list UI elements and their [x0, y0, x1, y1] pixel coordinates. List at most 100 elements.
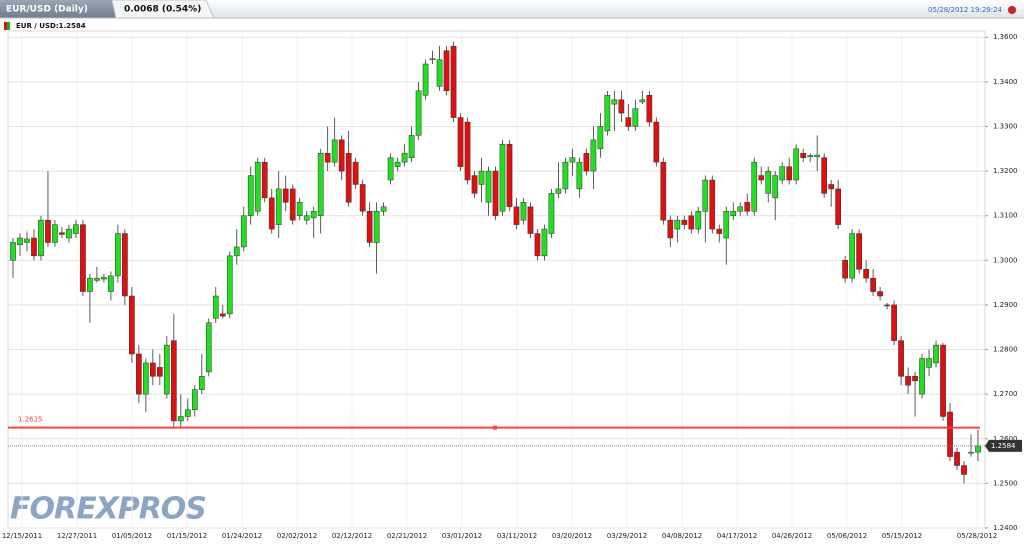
x-tick-label: 03/11/2012 [497, 532, 537, 540]
candle-body [177, 416, 184, 422]
x-tick-label: 02/02/2012 [277, 532, 317, 540]
candle-body [387, 157, 394, 181]
candle-body [436, 59, 443, 87]
candle-body [674, 219, 681, 230]
candle-body [751, 161, 758, 212]
candle-body [394, 161, 401, 167]
x-tick-label: 03/01/2012 [442, 532, 482, 540]
candle-body [513, 206, 520, 225]
candle-body [926, 358, 932, 368]
y-tick-label: 1.2700 [993, 390, 1018, 398]
candle-body [639, 99, 646, 103]
candle-body [499, 144, 506, 212]
y-tick-label: 1.2900 [993, 301, 1018, 309]
y-tick-label: 1.2500 [993, 479, 1018, 487]
candle-body [443, 50, 450, 92]
y-tick-label: 1.2600 [993, 435, 1018, 443]
candle-body [765, 170, 772, 194]
y-tick-label: 1.2400 [993, 524, 1018, 532]
header-bar [0, 0, 1024, 18]
candle-body [457, 117, 464, 167]
y-tick-label: 1.3400 [993, 78, 1018, 86]
candle-body [212, 295, 219, 319]
candle-body [653, 121, 660, 163]
candle-body [191, 389, 198, 411]
candle-body [688, 215, 695, 230]
candle-body [10, 242, 16, 261]
x-tick-label: 03/29/2012 [607, 532, 647, 540]
candle-body [723, 210, 730, 239]
candle-body [863, 268, 869, 279]
x-tick-label: 03/20/2012 [552, 532, 592, 540]
candle-body [87, 277, 93, 292]
title-tab [0, 0, 116, 18]
candle-body [555, 188, 562, 194]
candle-body [352, 161, 359, 185]
candle-body [59, 232, 65, 235]
plot-frame [7, 30, 986, 529]
candle-body [793, 148, 800, 181]
y-tick-label: 1.3100 [993, 212, 1018, 220]
candle-body [961, 465, 967, 475]
candle-body [912, 376, 918, 382]
candle-body [884, 304, 890, 307]
candle-body [779, 166, 786, 181]
timestamp: 05/28/2012 19:29:24 [928, 6, 1003, 14]
candle-body [198, 376, 205, 390]
candle-body [856, 233, 862, 270]
candle-body [324, 152, 331, 163]
candle-body [646, 94, 653, 123]
candle-body [933, 344, 939, 364]
candle-body [485, 170, 492, 203]
x-tick-label: 04/08/2012 [662, 532, 702, 540]
candle-body [583, 152, 590, 172]
candle-body [73, 224, 79, 234]
candle-body [975, 445, 981, 453]
candle-body [247, 175, 254, 216]
candle-body [38, 219, 44, 257]
candle-body [310, 210, 317, 219]
x-tick-label: 02/12/2012 [332, 532, 372, 540]
candle-body [359, 184, 366, 212]
status-icon[interactable] [1007, 5, 1017, 15]
candle-body [737, 206, 744, 212]
legend-icon-down [4, 22, 7, 30]
candle-body [695, 210, 702, 230]
candle-body [814, 154, 821, 158]
candle-body [730, 210, 737, 216]
candle-body [898, 340, 904, 377]
x-tick-label: 04/26/2012 [772, 532, 812, 540]
candle-body [366, 210, 373, 243]
y-tick-label: 1.3000 [993, 256, 1018, 264]
candle-body [968, 451, 974, 454]
candle-body [219, 313, 226, 317]
candle-body [842, 260, 848, 279]
candle-body [331, 139, 338, 163]
candle-body [429, 58, 436, 60]
candle-body [338, 139, 345, 172]
candle-body [45, 219, 51, 243]
candle-body [625, 117, 632, 127]
candle-body [828, 184, 835, 190]
candle-body [268, 197, 275, 230]
x-tick-label: 04/17/2012 [717, 532, 757, 540]
candle-body [136, 353, 142, 395]
candle-body [786, 166, 793, 181]
candle-body [667, 219, 674, 239]
candle-body [226, 255, 233, 315]
x-tick-label: 01/15/2012 [167, 532, 207, 540]
candle-body [184, 409, 191, 417]
candle-body [947, 411, 953, 457]
candle-body [233, 246, 240, 257]
candle-body [31, 237, 37, 257]
candle-body [604, 94, 611, 132]
candle-body [296, 202, 303, 216]
candle-body [870, 277, 876, 292]
x-tick-label: 12/27/2011 [57, 532, 97, 540]
candle-body [415, 90, 422, 136]
x-tick-label: 02/21/2012 [387, 532, 427, 540]
candle-body [492, 170, 499, 216]
candle-body [115, 233, 121, 277]
candle-body [506, 144, 513, 208]
